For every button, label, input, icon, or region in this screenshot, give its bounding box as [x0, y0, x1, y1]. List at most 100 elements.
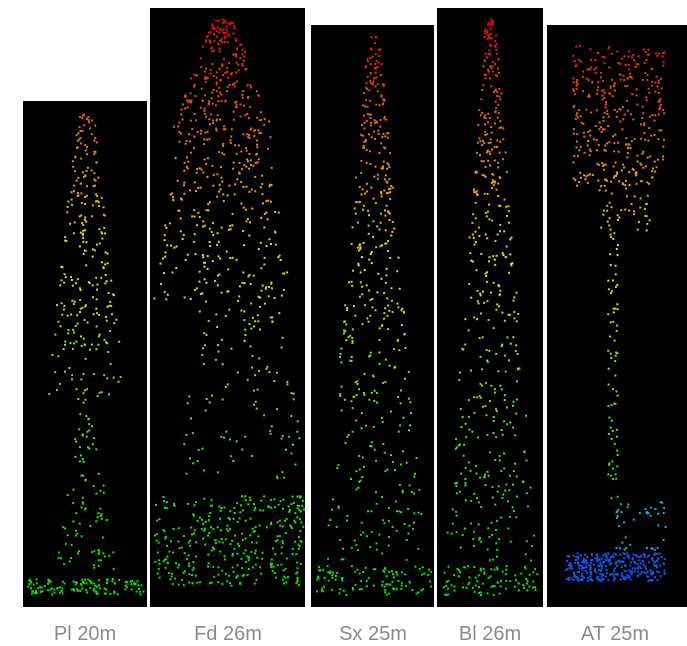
point [447, 594, 449, 596]
point [408, 525, 410, 527]
point [346, 307, 348, 309]
point [375, 53, 377, 55]
point [580, 115, 582, 117]
point [566, 578, 568, 580]
point [249, 106, 251, 108]
point [244, 340, 246, 342]
point [485, 382, 487, 384]
point [362, 457, 364, 459]
point [658, 92, 660, 94]
point [207, 157, 209, 159]
point [404, 378, 406, 380]
point [168, 572, 170, 574]
point [255, 564, 257, 566]
point [370, 57, 372, 59]
point [277, 521, 279, 523]
point [251, 208, 253, 210]
point [258, 370, 260, 372]
point [632, 559, 634, 561]
point [192, 569, 194, 571]
point [190, 92, 192, 94]
point [270, 243, 272, 245]
point [366, 317, 368, 319]
point [500, 126, 502, 128]
point [662, 109, 664, 111]
point [616, 111, 618, 113]
point [221, 63, 223, 65]
point [181, 579, 183, 581]
point [68, 367, 70, 369]
point [253, 404, 255, 406]
point [209, 73, 211, 75]
point [460, 426, 462, 428]
point [290, 415, 292, 417]
point [185, 96, 187, 98]
point [601, 95, 603, 97]
point [228, 229, 230, 231]
point [399, 484, 401, 486]
point [493, 282, 495, 284]
point [233, 119, 235, 121]
point [103, 214, 105, 216]
point [483, 65, 485, 67]
point [401, 585, 403, 587]
point [499, 290, 501, 292]
point [647, 576, 649, 578]
point [640, 197, 642, 199]
point [404, 573, 406, 575]
point [590, 575, 592, 577]
point [366, 284, 368, 286]
point [374, 63, 376, 65]
point [82, 130, 84, 132]
point [646, 203, 648, 205]
point [497, 117, 499, 119]
point [626, 574, 628, 576]
point [72, 348, 74, 350]
point [612, 468, 614, 470]
point [170, 540, 172, 542]
point [239, 583, 241, 585]
point [249, 191, 251, 193]
point [612, 238, 614, 240]
point [65, 543, 67, 545]
point [183, 193, 185, 195]
point [95, 277, 97, 279]
point [29, 579, 31, 581]
point [522, 584, 524, 586]
point [629, 184, 631, 186]
point [656, 553, 658, 555]
point [203, 498, 205, 500]
point [392, 461, 394, 463]
point [342, 558, 344, 560]
point [319, 569, 321, 571]
point [103, 485, 105, 487]
point [236, 576, 238, 578]
point [244, 329, 246, 331]
point [296, 562, 298, 564]
point [583, 558, 585, 560]
point [496, 303, 498, 305]
point [282, 526, 284, 528]
point [480, 506, 482, 508]
point [501, 497, 503, 499]
point [483, 142, 485, 144]
point [642, 151, 644, 153]
point [637, 229, 639, 231]
point [368, 321, 370, 323]
point [616, 352, 618, 354]
point [207, 35, 209, 37]
point [243, 133, 245, 135]
point [350, 478, 352, 480]
point [377, 130, 379, 132]
point [234, 193, 236, 195]
point [498, 58, 500, 60]
point [423, 573, 425, 575]
point [656, 567, 658, 569]
point [362, 532, 364, 534]
point [275, 577, 277, 579]
point [215, 359, 217, 361]
point [360, 172, 362, 174]
point [626, 553, 628, 555]
point [355, 381, 357, 383]
point [473, 412, 475, 414]
